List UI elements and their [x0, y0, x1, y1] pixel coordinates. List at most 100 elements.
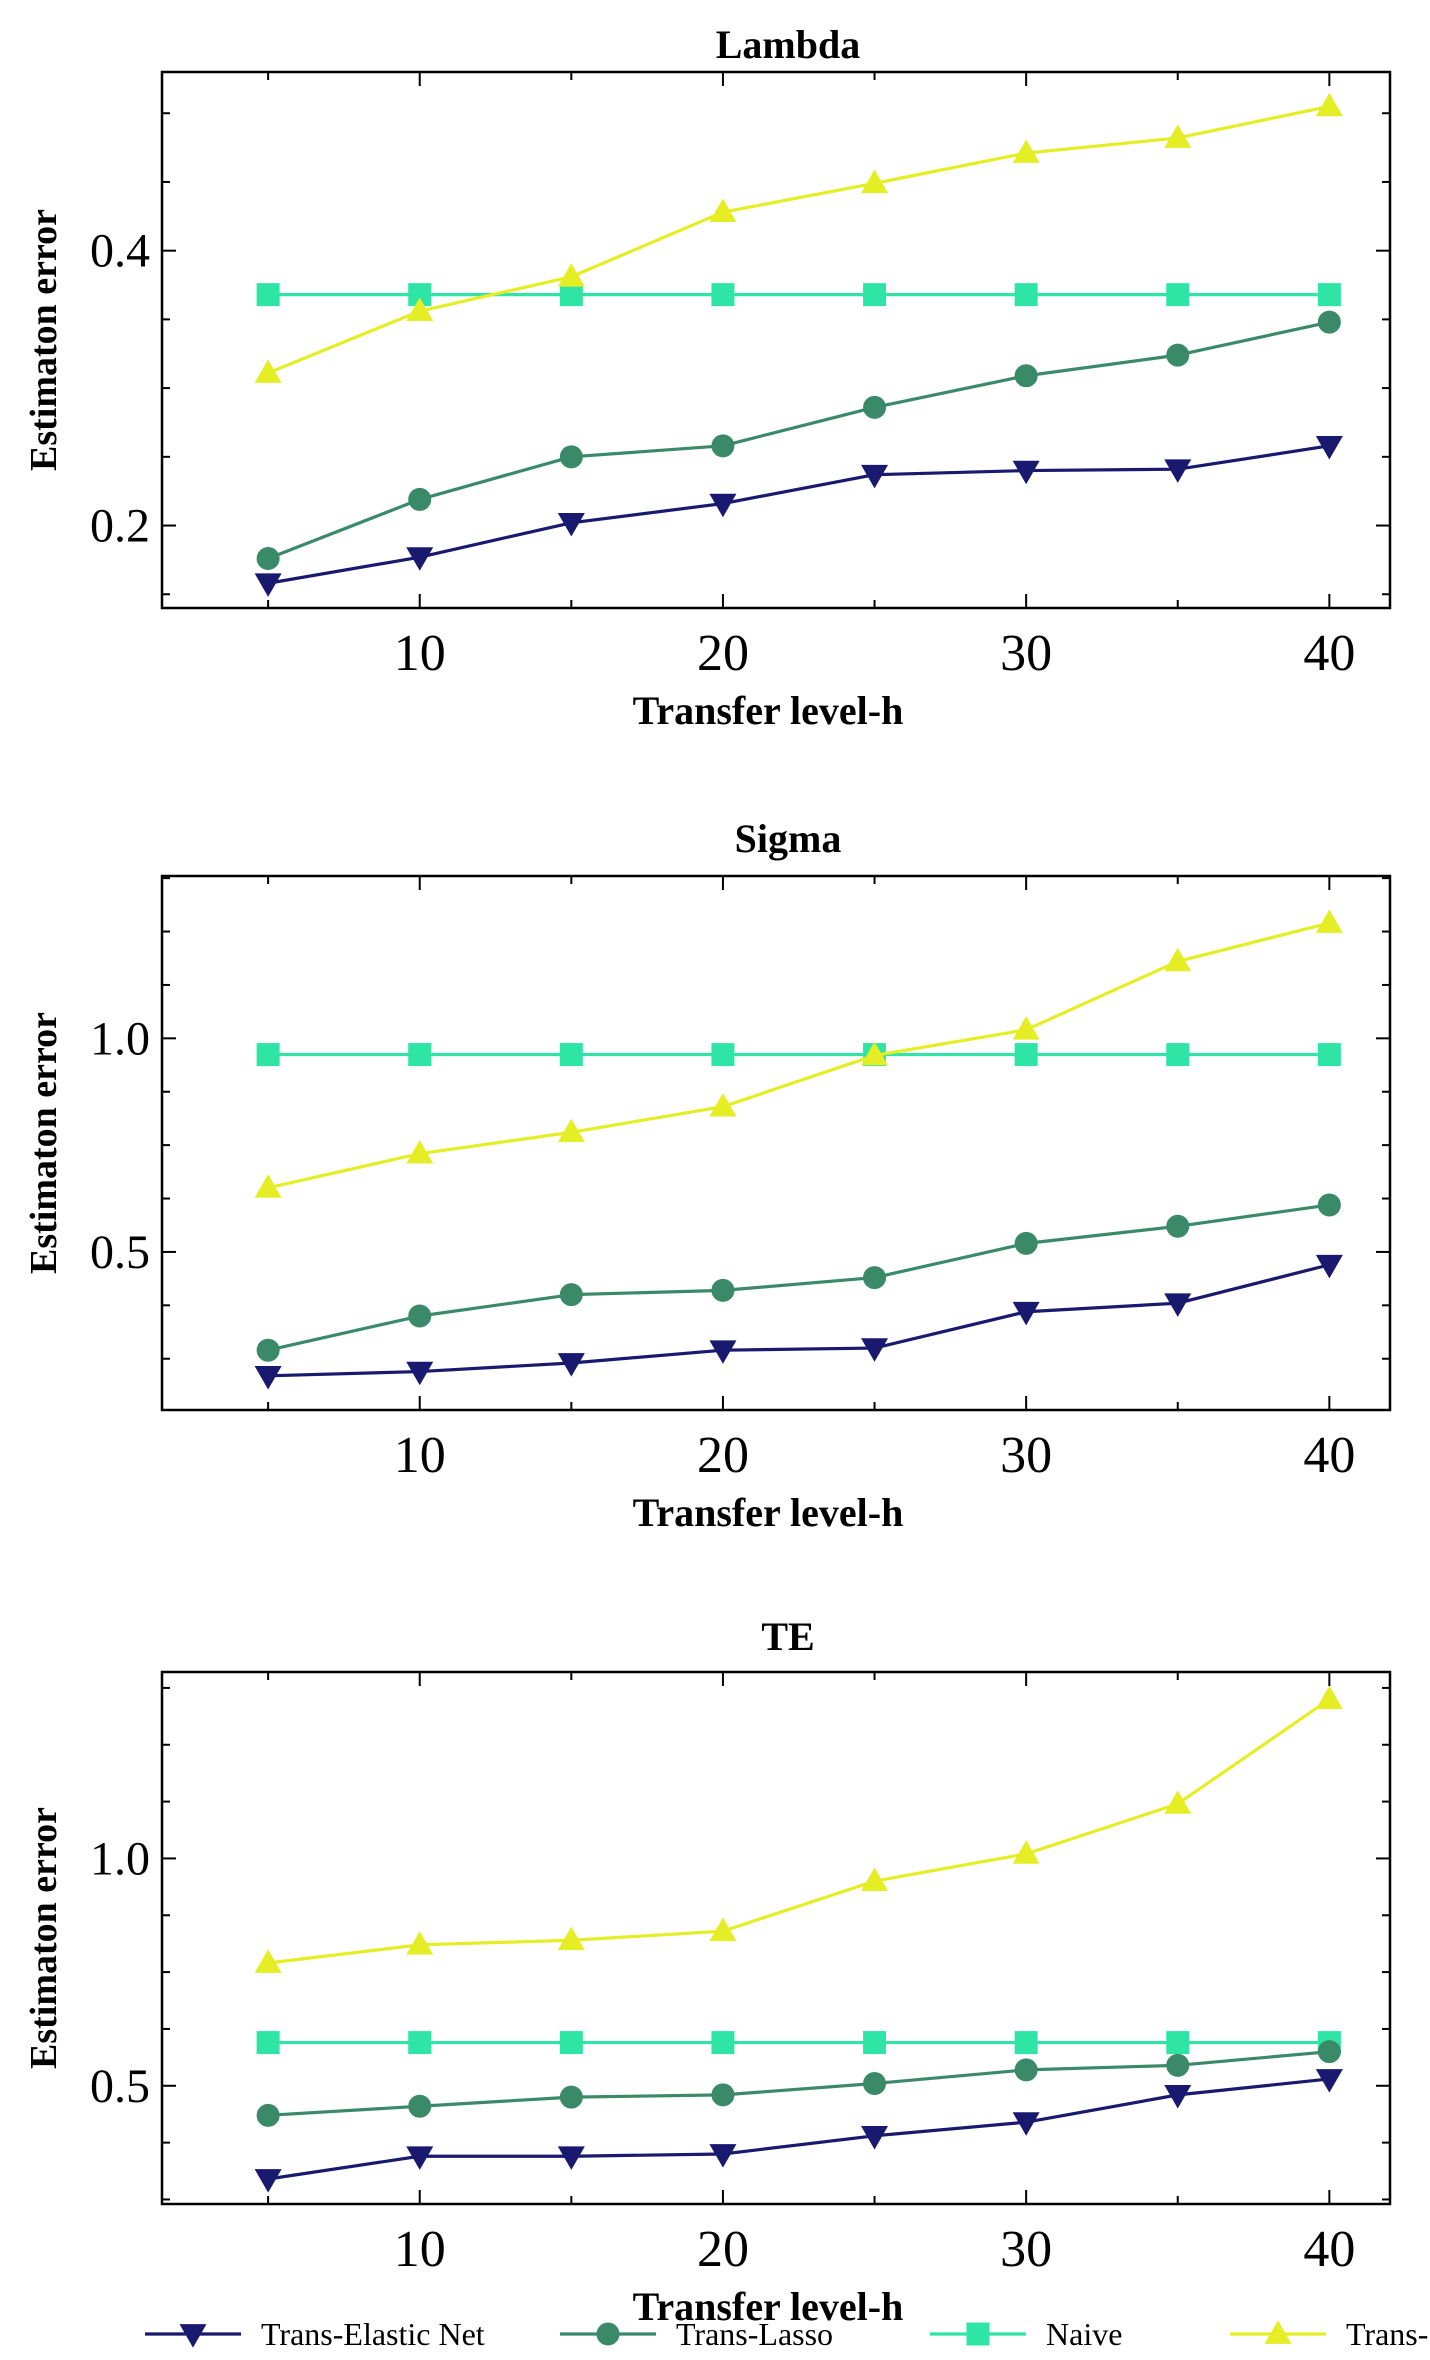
data-point-trans-lasso [256, 547, 280, 571]
data-point-trans-elastic-net [1315, 2069, 1343, 2093]
series-line-trans-sfa [267, 1697, 1331, 1965]
x-axis-label: Transfer level-h [633, 1490, 904, 1535]
data-point-trans-lasso [1317, 2040, 1341, 2064]
y-tick-label: 0.4 [90, 225, 150, 278]
data-point-trans-sfa [557, 1926, 585, 1951]
data-point-trans-sfa [1012, 139, 1040, 163]
series-trans-sfa [254, 1685, 1343, 1973]
x-axis-label: Transfer level-h [633, 2284, 904, 2329]
data-point-trans-lasso [1014, 364, 1038, 388]
x-tick-label: 10 [394, 2221, 446, 2278]
data-point-naive [256, 2031, 280, 2055]
axes-frame [160, 70, 1392, 610]
data-point-naive [256, 283, 280, 307]
axes-frame [160, 1670, 1392, 2206]
data-point-trans-lasso [711, 2083, 735, 2107]
data-point-trans-elastic-net [406, 547, 434, 571]
data-point-trans-sfa [557, 263, 585, 287]
data-point-trans-lasso [1166, 1214, 1190, 1238]
series-trans-elastic-net [254, 2069, 1343, 2193]
series-trans-lasso [256, 1193, 1341, 1362]
series-trans-sfa [254, 92, 1343, 383]
data-point-naive [711, 2031, 735, 2055]
data-point-naive [1166, 283, 1190, 307]
x-tick-label: 40 [1303, 2221, 1355, 2278]
data-point-trans-elastic-net [254, 2169, 282, 2193]
data-point-trans-elastic-net [1315, 435, 1343, 460]
data-point-trans-sfa [254, 1949, 282, 1973]
legend-marker [596, 2322, 620, 2346]
data-point-naive [1014, 283, 1038, 307]
data-point-trans-sfa [709, 198, 737, 223]
x-tick-label: 20 [697, 1427, 749, 1484]
x-tick-label: 40 [1303, 1427, 1355, 1484]
series-trans-elastic-net [254, 435, 1343, 597]
legend-item-trans-sfa: Trans-SFA [1230, 2316, 1430, 2352]
x-axis-label: Transfer level-h [633, 688, 904, 733]
legend-label: Trans-SFA [1346, 2316, 1430, 2352]
data-point-trans-sfa [1315, 909, 1343, 933]
series-line-trans-lasso [268, 2050, 1330, 2117]
data-point-trans-elastic-net [254, 573, 282, 597]
data-point-naive [256, 1043, 280, 1067]
series-naive [256, 1043, 1341, 1067]
data-point-trans-lasso [408, 487, 432, 511]
series-line-trans-sfa [267, 104, 1330, 375]
series-line-trans-sfa [267, 921, 1330, 1190]
data-point-trans-sfa [1315, 1685, 1343, 1710]
data-point-trans-lasso [863, 1266, 887, 1290]
series-line-trans-lasso [267, 320, 1330, 561]
x-tick-label: 10 [394, 625, 446, 682]
data-point-trans-lasso [559, 2085, 583, 2109]
data-point-trans-sfa [557, 1118, 585, 1143]
chart-title: Sigma [735, 816, 842, 861]
series-line-trans-elastic-net [268, 1263, 1330, 1378]
data-point-naive [559, 1043, 583, 1067]
data-point-trans-elastic-net [861, 2125, 889, 2150]
chart-panel-lambda: Lambda 10 20 30 40 0.2 0.4 Transfer level-h Esti… [23, 22, 1392, 733]
x-tick-label: 10 [394, 1427, 446, 1484]
legend-item-naive: Naive [930, 2316, 1122, 2352]
x-tick-label: 40 [1303, 625, 1355, 682]
data-point-trans-elastic-net [557, 1353, 585, 1377]
legend-marker [1264, 2320, 1292, 2344]
data-point-naive [1166, 1043, 1190, 1067]
data-point-naive [711, 283, 735, 307]
legend: Trans-Elastic Net Trans-Lasso Naive Trans-S… [145, 2316, 1430, 2352]
data-point-trans-sfa [861, 1867, 889, 1892]
y-tick-label: 1.0 [90, 1012, 150, 1065]
data-point-trans-lasso [1166, 2053, 1190, 2077]
data-point-trans-elastic-net [1164, 1293, 1192, 1317]
data-point-naive [1317, 283, 1341, 307]
data-point-trans-lasso [559, 1283, 583, 1307]
legend-label: Trans-Lasso [676, 2316, 833, 2352]
data-point-trans-elastic-net [1164, 459, 1192, 483]
chart-panel-sigma: Sigma 10 20 30 40 0.5 1.0 Transfer level-h Estim… [23, 816, 1392, 1535]
data-point-trans-sfa [254, 1174, 282, 1198]
y-axis-label: Estimaton error [23, 209, 65, 471]
data-point-naive [559, 2031, 583, 2055]
data-point-naive [1166, 2031, 1190, 2055]
data-point-trans-elastic-net [557, 512, 585, 537]
data-point-trans-elastic-net [1012, 460, 1040, 485]
y-tick-label: 0.5 [90, 2060, 150, 2113]
data-point-trans-elastic-net [254, 1365, 282, 1390]
data-point-naive [863, 283, 887, 307]
series-line-trans-elastic-net [267, 444, 1330, 585]
data-point-naive [711, 1043, 735, 1067]
data-point-trans-sfa [406, 1140, 434, 1164]
data-point-naive [408, 2031, 432, 2055]
data-point-trans-elastic-net [1164, 2085, 1192, 2109]
data-point-trans-lasso [256, 2103, 280, 2127]
data-point-trans-sfa [1164, 124, 1192, 148]
data-point-trans-sfa [1164, 947, 1192, 972]
data-point-naive [863, 2031, 887, 2055]
y-tick-label: 1.0 [90, 1832, 150, 1885]
legend-marker [966, 2322, 990, 2346]
x-tick-label: 30 [1000, 1427, 1052, 1484]
data-point-trans-sfa [1164, 1790, 1192, 1814]
data-point-trans-lasso [1166, 343, 1190, 367]
chart-panels: Lambda 10 20 30 40 0.2 0.4 Transfer level-h Esti… [23, 22, 1392, 2329]
data-point-trans-lasso [256, 1338, 280, 1362]
chart-panel-te: TE 10 20 30 40 0.5 1.0 Transfer level-h Estimato… [23, 1614, 1392, 2329]
